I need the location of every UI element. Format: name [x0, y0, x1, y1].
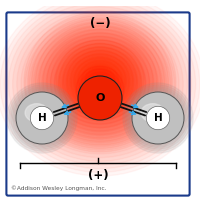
- Circle shape: [148, 108, 168, 128]
- Text: (+): (+): [88, 169, 108, 181]
- Ellipse shape: [35, 22, 165, 141]
- Ellipse shape: [81, 64, 119, 99]
- Circle shape: [32, 108, 52, 128]
- Circle shape: [140, 100, 176, 135]
- Ellipse shape: [85, 68, 115, 96]
- Circle shape: [22, 99, 62, 138]
- Circle shape: [146, 106, 170, 130]
- Ellipse shape: [56, 40, 144, 120]
- Circle shape: [133, 93, 183, 143]
- Circle shape: [152, 112, 164, 124]
- Circle shape: [7, 83, 77, 153]
- Circle shape: [129, 89, 187, 147]
- Text: ©Addison Wesley Longman, Inc.: ©Addison Wesley Longman, Inc.: [11, 185, 106, 191]
- Ellipse shape: [91, 81, 109, 99]
- Circle shape: [36, 112, 48, 124]
- Circle shape: [123, 83, 193, 153]
- Circle shape: [132, 92, 184, 144]
- Ellipse shape: [71, 53, 129, 107]
- Ellipse shape: [70, 54, 130, 110]
- Ellipse shape: [51, 36, 149, 127]
- Circle shape: [19, 95, 65, 141]
- Ellipse shape: [54, 40, 146, 124]
- Circle shape: [17, 93, 67, 143]
- Ellipse shape: [93, 73, 107, 87]
- Circle shape: [16, 92, 68, 144]
- Ellipse shape: [96, 77, 104, 83]
- Ellipse shape: [76, 66, 124, 114]
- Circle shape: [40, 116, 44, 120]
- Ellipse shape: [85, 75, 115, 105]
- Ellipse shape: [89, 70, 111, 90]
- Circle shape: [156, 116, 160, 120]
- Ellipse shape: [43, 29, 157, 134]
- Ellipse shape: [60, 43, 140, 117]
- Ellipse shape: [96, 78, 104, 85]
- Text: O: O: [95, 93, 105, 103]
- Circle shape: [137, 96, 179, 139]
- Circle shape: [135, 95, 181, 141]
- Ellipse shape: [94, 84, 106, 96]
- Ellipse shape: [32, 19, 168, 145]
- Circle shape: [34, 110, 50, 126]
- Circle shape: [78, 76, 122, 120]
- FancyBboxPatch shape: [6, 12, 190, 196]
- Circle shape: [26, 102, 58, 134]
- Circle shape: [142, 102, 174, 134]
- Circle shape: [24, 100, 60, 135]
- Ellipse shape: [39, 26, 161, 138]
- Ellipse shape: [67, 50, 133, 110]
- Circle shape: [138, 99, 178, 138]
- Circle shape: [125, 85, 191, 151]
- Ellipse shape: [66, 50, 134, 113]
- Ellipse shape: [141, 104, 164, 122]
- Circle shape: [127, 87, 189, 149]
- Ellipse shape: [74, 57, 126, 103]
- Ellipse shape: [89, 71, 111, 92]
- Circle shape: [146, 106, 170, 130]
- Ellipse shape: [82, 63, 118, 97]
- Ellipse shape: [79, 69, 121, 111]
- Ellipse shape: [73, 57, 127, 106]
- Text: (−): (−): [90, 17, 110, 29]
- Circle shape: [150, 110, 166, 126]
- Ellipse shape: [63, 47, 137, 113]
- Circle shape: [30, 106, 54, 130]
- Ellipse shape: [24, 12, 176, 152]
- Circle shape: [30, 106, 54, 130]
- Ellipse shape: [92, 75, 108, 89]
- Circle shape: [154, 114, 162, 122]
- Circle shape: [144, 104, 172, 132]
- Ellipse shape: [77, 61, 123, 103]
- Circle shape: [15, 91, 69, 145]
- Circle shape: [131, 91, 185, 145]
- Ellipse shape: [25, 104, 48, 122]
- Ellipse shape: [82, 72, 118, 108]
- Ellipse shape: [85, 67, 115, 93]
- Ellipse shape: [28, 15, 172, 148]
- Ellipse shape: [88, 78, 112, 102]
- Circle shape: [21, 96, 63, 139]
- Ellipse shape: [58, 43, 142, 120]
- Text: H: H: [154, 113, 162, 123]
- Circle shape: [9, 85, 75, 151]
- Ellipse shape: [47, 33, 153, 131]
- Text: H: H: [38, 113, 46, 123]
- Ellipse shape: [62, 47, 138, 117]
- Ellipse shape: [97, 87, 103, 93]
- Circle shape: [13, 89, 71, 147]
- Circle shape: [38, 114, 46, 122]
- Ellipse shape: [78, 60, 122, 100]
- Circle shape: [28, 104, 56, 132]
- Circle shape: [11, 87, 73, 149]
